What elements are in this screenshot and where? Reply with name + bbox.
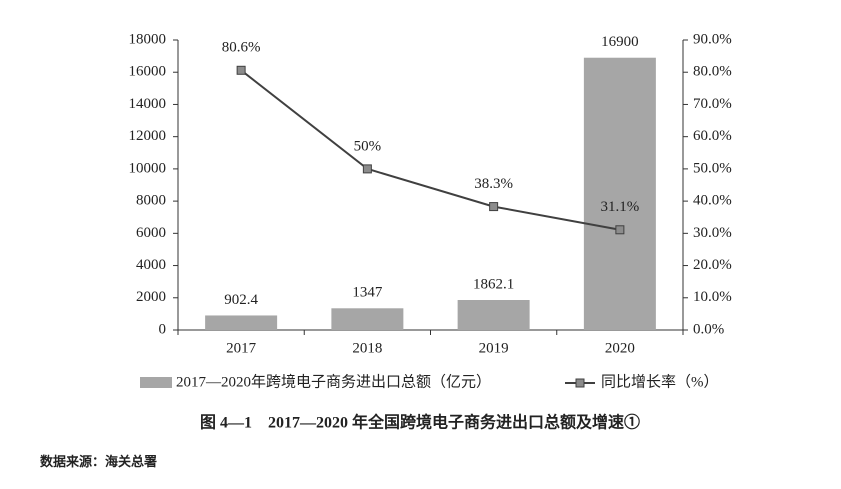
bar (583, 57, 656, 330)
x-tick-label: 2017 (226, 340, 257, 356)
y2-tick-label: 30.0% (693, 225, 732, 241)
y-tick-label: 6000 (136, 225, 166, 241)
line-value-label: 38.3% (474, 176, 513, 192)
y-tick-label: 0 (159, 321, 167, 337)
legend-swatch (140, 377, 172, 388)
y-tick-label: 8000 (136, 193, 166, 209)
line-marker (236, 65, 246, 75)
bar-value-label: 16900 (601, 34, 639, 50)
line-marker (489, 202, 499, 212)
y2-tick-label: 50.0% (693, 160, 732, 176)
bar-value-label: 902.4 (224, 292, 258, 308)
bar (457, 299, 530, 330)
line-value-label: 80.6% (222, 40, 261, 56)
bar (205, 315, 278, 330)
y2-tick-label: 60.0% (693, 128, 732, 144)
y-tick-label: 18000 (129, 31, 167, 47)
x-tick-label: 2019 (479, 340, 509, 356)
bar-value-label: 1862.1 (473, 276, 514, 292)
legend-label: 同比增长率（%） (601, 373, 719, 390)
y2-tick-label: 90.0% (693, 31, 732, 47)
y2-tick-label: 40.0% (693, 193, 732, 209)
y-tick-label: 10000 (129, 160, 167, 176)
legend-label: 2017—2020年跨境电子商务进出口总额（亿元） (176, 372, 491, 390)
line-marker (362, 164, 372, 174)
y2-tick-label: 0.0% (693, 321, 724, 337)
y-tick-label: 4000 (136, 257, 166, 273)
y2-tick-label: 80.0% (693, 64, 732, 80)
x-tick-label: 2018 (352, 340, 382, 356)
y-tick-label: 14000 (129, 96, 167, 112)
line-marker (615, 225, 625, 235)
line-value-label: 50% (354, 138, 382, 154)
bar (331, 308, 404, 330)
chart-title: 图 4—1 2017—2020 年全国跨境电子商务进出口总额及增速① (200, 413, 640, 432)
y-tick-label: 12000 (129, 128, 167, 144)
legend-marker (575, 378, 585, 388)
source-note: 数据来源：海关总署 (40, 454, 157, 469)
x-tick-label: 2020 (605, 340, 635, 356)
y-tick-label: 16000 (129, 64, 167, 80)
y2-tick-label: 10.0% (693, 289, 732, 305)
y-tick-label: 2000 (136, 289, 166, 305)
y2-tick-label: 70.0% (693, 96, 732, 112)
y2-tick-label: 20.0% (693, 257, 732, 273)
line (240, 69, 621, 231)
bar-value-label: 1347 (352, 285, 383, 301)
line-value-label: 31.1% (601, 199, 640, 215)
